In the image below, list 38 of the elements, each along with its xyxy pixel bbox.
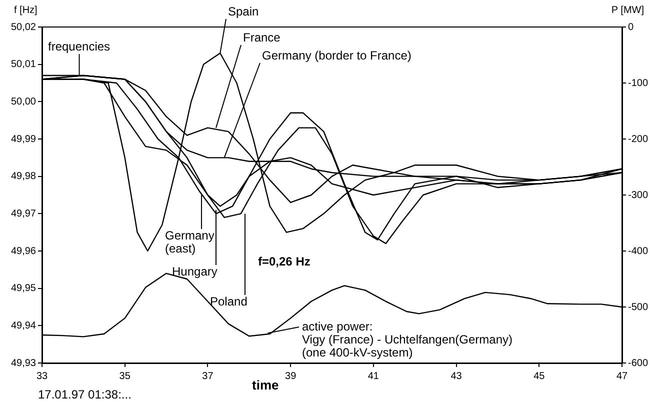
y2-tick-label: -300 bbox=[628, 190, 648, 201]
annotation: Poland bbox=[210, 294, 248, 308]
x-tick-label: 45 bbox=[534, 370, 546, 382]
y-axis-title: f [Hz] bbox=[14, 4, 38, 16]
y2-tick-label: -600 bbox=[628, 358, 648, 369]
annotation: France bbox=[243, 30, 281, 44]
x-tick-label: 39 bbox=[285, 370, 297, 382]
y-tick-label: 49,93 bbox=[10, 358, 36, 369]
y-tick-label: 49,96 bbox=[10, 246, 36, 257]
annotation: active power: Vigy (France) - Uchtelfangen(Germany) (one 400-kV-system) bbox=[302, 319, 513, 360]
x-tick-label: 41 bbox=[368, 370, 380, 382]
x-tick-label: 33 bbox=[36, 370, 48, 382]
annotation: f=0,26 Hz bbox=[258, 254, 310, 268]
y2-axis-title: P [MW] bbox=[611, 4, 644, 16]
y2-tick-label: 0 bbox=[628, 22, 634, 33]
y-tick-label: 49,94 bbox=[10, 320, 36, 332]
y-tick-label: 50,01 bbox=[10, 59, 36, 70]
y2-tick-label: -500 bbox=[628, 302, 648, 313]
annotation: Hungary bbox=[172, 264, 218, 278]
annotation: Spain bbox=[228, 4, 259, 18]
y-tick-label: 50,00 bbox=[10, 96, 36, 108]
x-tick-label: 35 bbox=[119, 370, 131, 382]
x-tick-label: 47 bbox=[616, 370, 628, 382]
x-tick-label: 37 bbox=[202, 370, 214, 382]
y2-tick-label: -200 bbox=[628, 134, 648, 145]
y-tick-label: 49,99 bbox=[10, 134, 36, 145]
annotation: Germany (east) bbox=[165, 228, 214, 256]
x-tick-label: 43 bbox=[450, 370, 462, 382]
y2-tick-label: -400 bbox=[628, 246, 648, 257]
text: 17.01.97 01:38:... bbox=[38, 387, 132, 402]
y-tick-label: 50,02 bbox=[10, 22, 36, 33]
annotation: Germany (border to France) bbox=[262, 48, 412, 62]
y-tick-label: 49,95 bbox=[10, 283, 36, 294]
y2-tick-label: -100 bbox=[628, 78, 648, 89]
annotation: frequencies bbox=[48, 39, 110, 54]
x-axis-title: time bbox=[252, 378, 279, 393]
y-tick-label: 49,97 bbox=[10, 208, 36, 220]
y-tick-label: 49,98 bbox=[10, 171, 36, 182]
